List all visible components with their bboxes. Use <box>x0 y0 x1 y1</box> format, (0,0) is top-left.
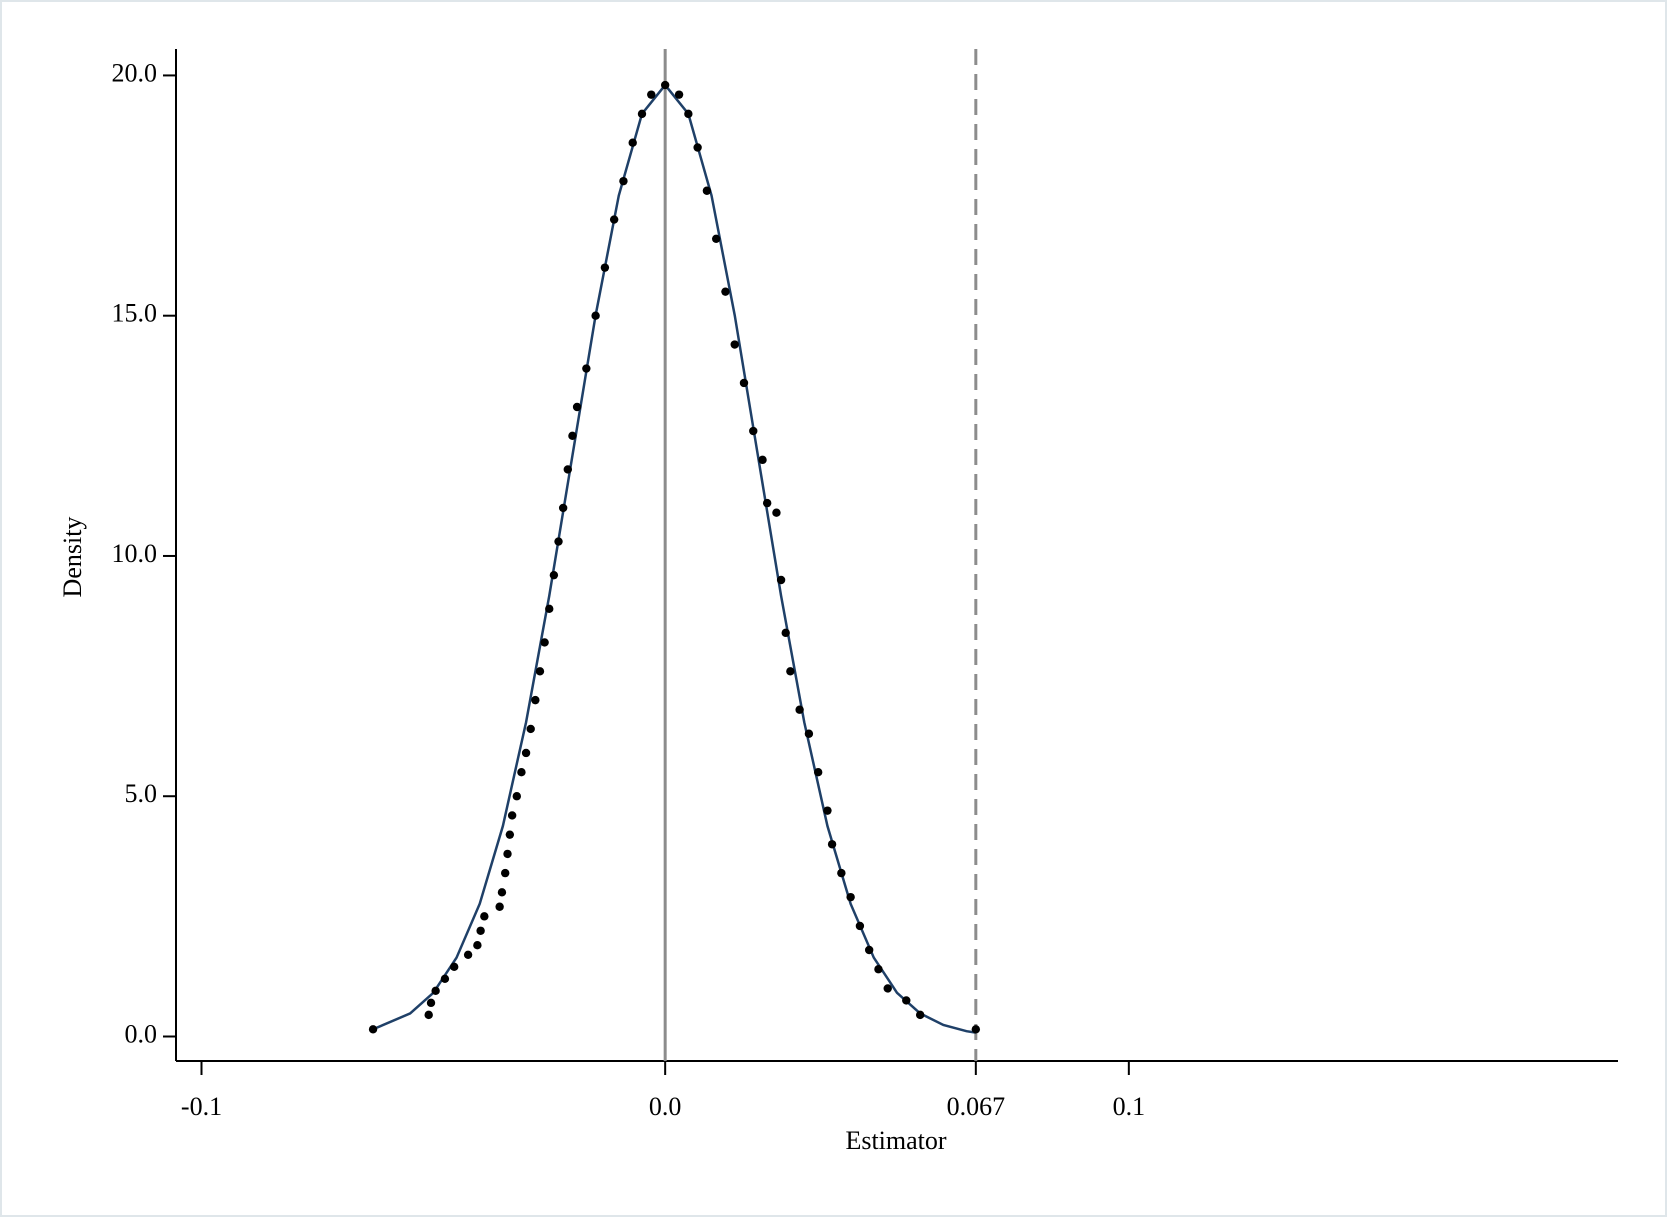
scatter-point <box>762 498 772 508</box>
scatter-point <box>660 80 670 90</box>
scatter-point <box>864 945 874 955</box>
scatter-point <box>827 840 837 849</box>
scatter-point <box>480 912 489 921</box>
scatter-point <box>776 575 786 585</box>
scatter-point <box>874 965 883 974</box>
scatter-point <box>449 962 459 972</box>
scatter-point <box>749 426 758 436</box>
scatter-point <box>647 90 656 99</box>
scatter-point <box>531 695 540 705</box>
scatter-point <box>526 724 535 734</box>
scatter-point <box>721 287 730 296</box>
scatter-point <box>674 90 684 99</box>
scatter-point <box>823 806 832 815</box>
y-tick-label: 15.0 <box>112 299 158 328</box>
scatter-point <box>781 628 790 638</box>
scatter-point <box>521 748 531 758</box>
scatter-point <box>554 537 563 546</box>
scatter-point <box>503 849 512 859</box>
scatter-point <box>558 503 568 513</box>
scatter-point <box>837 868 846 878</box>
scatter-point <box>902 996 911 1005</box>
scatter-point <box>507 811 517 820</box>
scatter-point <box>711 234 721 244</box>
scatter-point <box>855 921 865 931</box>
x-tick-label: 0.1 <box>1113 1092 1146 1121</box>
scatter-point <box>758 455 767 465</box>
scatter-point <box>568 431 577 441</box>
scatter-point <box>512 792 521 801</box>
scatter-point <box>786 667 795 676</box>
scatter-point <box>497 888 507 897</box>
scatter-point <box>540 638 549 647</box>
scatter-point <box>495 902 504 911</box>
scatter-point <box>368 1025 378 1034</box>
scatter-point <box>535 667 545 676</box>
scatter-point <box>572 402 582 412</box>
scatter-point <box>463 950 473 960</box>
scatter-point <box>426 998 436 1008</box>
y-tick-label: 20.0 <box>112 58 158 87</box>
scatter-point <box>702 186 712 195</box>
scatter-point <box>730 340 739 349</box>
scatter-point <box>473 940 482 950</box>
scatter-point <box>619 176 628 186</box>
scatter-point <box>591 311 600 320</box>
x-tick-label: 0.067 <box>947 1092 1006 1121</box>
scatter-point <box>693 143 702 152</box>
scatter-point <box>795 705 804 714</box>
scatter-point <box>440 974 450 984</box>
scatter-point <box>549 570 559 580</box>
scatter-point <box>600 263 610 272</box>
y-tick-label: 0.0 <box>125 1019 158 1048</box>
scatter-point <box>563 465 572 474</box>
scatter-point <box>476 926 485 935</box>
scatter-point <box>813 768 823 777</box>
scatter-point <box>684 109 693 119</box>
scatter-point <box>545 604 554 614</box>
scatter-point <box>971 1025 981 1034</box>
y-tick-label: 10.0 <box>112 539 158 568</box>
scatter-point <box>739 378 749 388</box>
scatter-point <box>846 892 855 902</box>
scatter-point <box>505 830 515 839</box>
scatter-point <box>804 729 814 738</box>
plot-area: 0.0 5.0 10.0 15.0 20.0 -0.1 0.0 0.067 0.1 <box>112 49 1618 1121</box>
x-tick-label: 0.0 <box>649 1092 682 1121</box>
scatter-point <box>883 984 892 993</box>
scatter-point <box>772 508 781 517</box>
y-axis-label: Density <box>58 517 87 598</box>
y-tick-label: 5.0 <box>125 779 158 808</box>
scatter-point <box>628 138 637 147</box>
scatter-point <box>609 215 619 224</box>
scatter-point <box>637 109 647 119</box>
x-axis-label: Estimator <box>845 1126 946 1155</box>
scatter-point <box>431 986 440 996</box>
scatter-point <box>424 1010 433 1020</box>
scatter-point <box>915 1010 925 1020</box>
x-tick-label: -0.1 <box>181 1092 222 1121</box>
scatter-point <box>517 768 526 777</box>
scatter-point <box>501 868 510 878</box>
scatter-point <box>582 364 591 373</box>
